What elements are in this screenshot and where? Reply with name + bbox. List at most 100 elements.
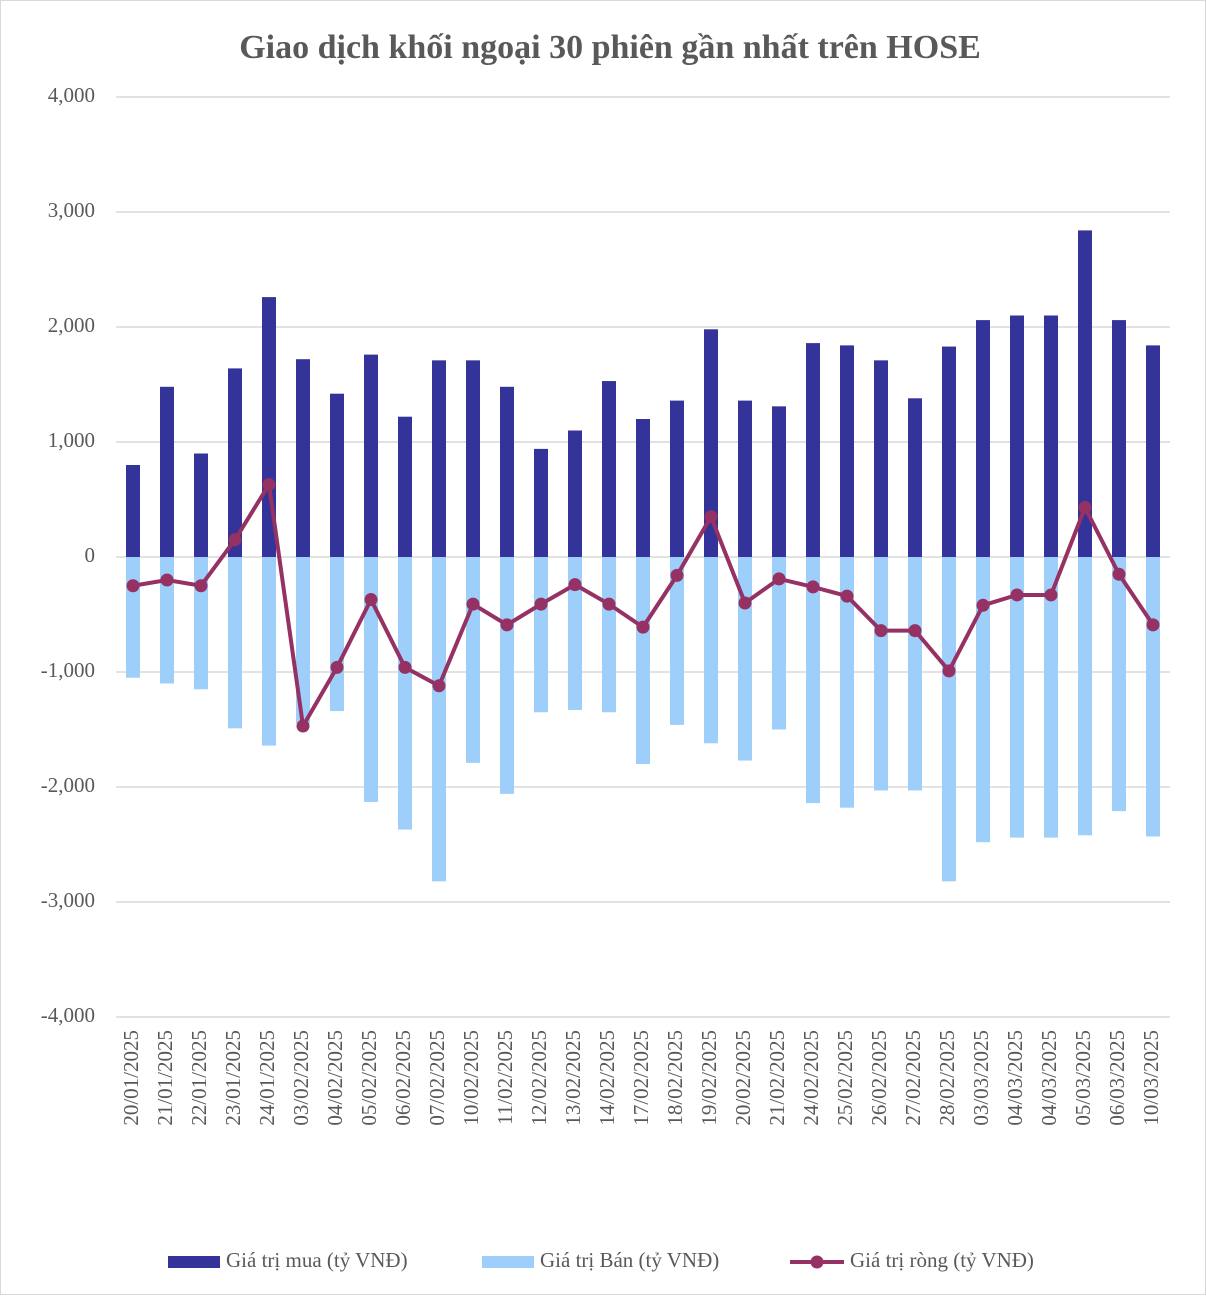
x-tick-label: 06/02/2025 <box>391 1030 415 1126</box>
x-tick-label: 26/02/2025 <box>867 1030 891 1126</box>
x-tick-label: 21/02/2025 <box>765 1030 789 1126</box>
bar <box>670 557 684 725</box>
y-tick-label: -2,000 <box>41 773 95 797</box>
x-tick-label: 13/02/2025 <box>561 1030 585 1126</box>
bar <box>228 368 242 557</box>
bar <box>398 416 412 557</box>
bar <box>670 400 684 557</box>
bar <box>806 343 820 557</box>
bar <box>840 345 854 557</box>
point <box>976 598 990 612</box>
legend-swatch <box>168 1256 220 1268</box>
point <box>1010 588 1024 602</box>
legend-label: Giá trị mua (tỷ VNĐ) <box>226 1248 408 1272</box>
bar <box>296 557 310 724</box>
x-tick-label: 04/02/2025 <box>323 1030 347 1126</box>
bar <box>1078 230 1092 557</box>
point <box>1044 588 1058 602</box>
point <box>296 719 310 733</box>
bar <box>772 406 786 557</box>
bar <box>534 448 548 557</box>
y-tick-label: 3,000 <box>48 198 95 222</box>
bar <box>126 465 140 557</box>
point <box>942 664 956 678</box>
bar <box>704 329 718 557</box>
y-tick-label: 1,000 <box>48 428 95 452</box>
x-tick-label: 18/02/2025 <box>663 1030 687 1126</box>
x-tick-label: 14/02/2025 <box>595 1030 619 1126</box>
bar <box>194 453 208 557</box>
point <box>330 660 344 674</box>
point <box>466 597 480 611</box>
bar <box>364 557 378 802</box>
point <box>1078 501 1092 515</box>
bar <box>432 557 446 882</box>
x-tick-label: 03/03/2025 <box>969 1030 993 1126</box>
point <box>840 589 854 603</box>
x-tick-label: 17/02/2025 <box>629 1030 653 1126</box>
x-tick-label: 10/02/2025 <box>459 1030 483 1126</box>
legend-label: Giá trị ròng (tỷ VNĐ) <box>850 1248 1034 1272</box>
point <box>194 579 208 593</box>
bar <box>1010 557 1024 838</box>
point <box>738 596 752 610</box>
x-tick-label: 07/02/2025 <box>425 1030 449 1126</box>
bar <box>874 360 888 557</box>
bar <box>738 400 752 557</box>
x-tick-label: 22/01/2025 <box>187 1030 211 1126</box>
bar <box>1112 320 1126 557</box>
x-tick-label: 20/01/2025 <box>119 1030 143 1126</box>
legend-swatch <box>810 1255 824 1269</box>
legend-label: Giá trị Bán (tỷ VNĐ) <box>540 1248 719 1272</box>
bar <box>1146 345 1160 557</box>
bar <box>1146 557 1160 837</box>
chart-title: Giao dịch khối ngoại 30 phiên gần nhất t… <box>239 29 981 66</box>
y-tick-label: -1,000 <box>41 658 95 682</box>
point <box>126 579 140 593</box>
y-tick-label: 0 <box>85 543 96 567</box>
bar <box>1112 557 1126 812</box>
bar <box>228 557 242 729</box>
bar <box>908 398 922 557</box>
bar <box>330 393 344 557</box>
bar <box>704 557 718 744</box>
x-tick-label: 04/03/2025 <box>1003 1030 1027 1126</box>
x-tick-label: 21/01/2025 <box>153 1030 177 1126</box>
bar <box>296 359 310 557</box>
bar <box>772 557 786 730</box>
x-tick-label: 23/01/2025 <box>221 1030 245 1126</box>
point <box>1112 567 1126 581</box>
bar <box>602 381 616 557</box>
bar <box>398 557 412 830</box>
point <box>534 597 548 611</box>
point <box>160 573 174 587</box>
bar <box>636 557 650 764</box>
bar <box>568 557 582 710</box>
x-tick-label: 11/02/2025 <box>493 1030 517 1125</box>
bar <box>636 419 650 557</box>
x-tick-label: 04/03/2025 <box>1037 1030 1061 1126</box>
x-tick-label: 19/02/2025 <box>697 1030 721 1126</box>
bar <box>466 557 480 763</box>
legend-swatch <box>482 1256 534 1268</box>
bar <box>432 360 446 557</box>
point <box>568 578 582 592</box>
bar <box>976 320 990 557</box>
point <box>432 679 446 693</box>
bar <box>1044 557 1058 838</box>
bar <box>500 557 514 794</box>
y-tick-label: -4,000 <box>41 1003 95 1027</box>
bar <box>1078 557 1092 836</box>
bar <box>1010 315 1024 557</box>
x-tick-label: 25/02/2025 <box>833 1030 857 1126</box>
bar <box>602 557 616 713</box>
bar <box>466 360 480 557</box>
bar <box>364 354 378 557</box>
x-tick-label: 10/03/2025 <box>1139 1030 1163 1126</box>
point <box>398 660 412 674</box>
bar <box>874 557 888 791</box>
point <box>636 620 650 634</box>
bar <box>568 430 582 557</box>
bar <box>840 557 854 808</box>
